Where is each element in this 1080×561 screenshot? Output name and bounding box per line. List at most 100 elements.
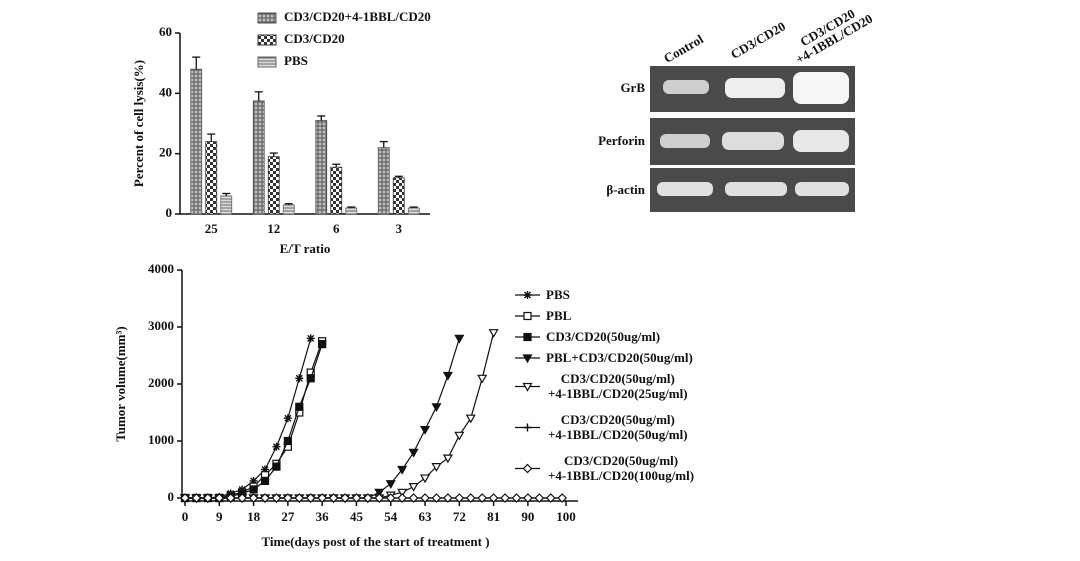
- x-tick-label: 100: [556, 509, 576, 524]
- marker: [374, 488, 385, 498]
- error-bar: [409, 206, 418, 208]
- marker: [271, 493, 282, 503]
- marker: [477, 374, 488, 384]
- y-axis-title: Percent of cell lysis(%): [131, 60, 146, 187]
- bar: [205, 141, 218, 215]
- legend-label: CD3/CD20(50ug/ml): [546, 329, 661, 344]
- marker: [283, 414, 292, 423]
- marker: [261, 465, 270, 474]
- marker: [454, 493, 465, 503]
- series-line: [185, 332, 495, 499]
- marker: [442, 371, 453, 381]
- marker: [523, 311, 532, 321]
- marker: [523, 332, 532, 342]
- marker: [272, 442, 281, 451]
- error-bar: [254, 91, 263, 101]
- marker: [419, 426, 431, 435]
- series-line: [185, 343, 323, 499]
- marker: [408, 483, 419, 492]
- marker: [511, 493, 522, 503]
- x-tick-label: 45: [350, 509, 364, 524]
- marker: [431, 463, 442, 472]
- x-tick-label: 72: [453, 509, 466, 524]
- marker: [454, 334, 465, 344]
- y-tick-label: 2000: [148, 375, 174, 390]
- bar: [392, 177, 405, 215]
- x-tick-label: 90: [521, 509, 534, 524]
- marker: [237, 493, 247, 503]
- marker: [385, 480, 396, 489]
- marker: [283, 493, 293, 503]
- blot-row-label: β-actin: [606, 182, 645, 197]
- error-bar: [347, 206, 356, 208]
- legend-label: CD3/CD20+4-1BBL/CD20: [284, 9, 431, 24]
- error-bar: [192, 56, 201, 70]
- marker: [295, 402, 304, 411]
- marker: [328, 493, 339, 503]
- marker: [523, 493, 533, 503]
- bar: [315, 120, 328, 215]
- marker: [385, 493, 396, 503]
- marker: [465, 493, 476, 503]
- y-tick-label: 4000: [148, 261, 174, 276]
- marker: [454, 431, 465, 441]
- marker: [477, 493, 488, 503]
- error-bar: [269, 152, 278, 157]
- x-tick-label: 54: [384, 509, 398, 524]
- legend-label: PBS: [546, 287, 570, 302]
- marker: [294, 493, 305, 503]
- y-tick-label: 40: [159, 84, 172, 99]
- error-bar: [284, 203, 293, 205]
- marker: [283, 436, 292, 446]
- error-bar: [317, 115, 326, 121]
- legend-swatch: [257, 34, 277, 46]
- marker: [306, 334, 315, 343]
- series-line: [185, 338, 312, 499]
- marker: [465, 414, 476, 424]
- marker: [317, 493, 328, 503]
- bar: [190, 68, 203, 215]
- x-tick-label: 6: [333, 221, 340, 236]
- marker: [522, 382, 533, 392]
- bar: [282, 204, 295, 215]
- legend-label: PBL: [546, 308, 572, 323]
- bar: [345, 207, 358, 215]
- x-tick-label: 81: [487, 509, 500, 524]
- marker: [214, 493, 225, 503]
- marker: [443, 493, 453, 503]
- error-bar: [379, 140, 388, 148]
- x-axis-title: Time(days post of the start of treatment…: [261, 534, 489, 549]
- marker: [431, 403, 442, 413]
- x-axis-title: E/T ratio: [280, 241, 331, 256]
- marker: [249, 485, 258, 494]
- x-tick-label: 12: [267, 221, 280, 236]
- marker: [488, 493, 499, 503]
- marker: [420, 493, 430, 503]
- error-bar: [222, 192, 231, 196]
- legend-label: CD3/CD20(50ug/ml) +4-1BBL/CD20(25ug/ml): [548, 371, 688, 401]
- marker: [203, 493, 213, 503]
- marker: [408, 493, 419, 503]
- marker: [363, 493, 373, 503]
- marker: [260, 476, 270, 485]
- x-tick-label: 63: [419, 509, 433, 524]
- x-tick-label: 3: [396, 221, 403, 236]
- bar: [377, 147, 390, 215]
- marker: [249, 476, 258, 485]
- marker: [295, 374, 304, 383]
- x-tick-label: 18: [247, 509, 261, 524]
- marker: [488, 329, 499, 338]
- y-axis-title: Tumor volume(mm³): [113, 326, 128, 441]
- marker: [442, 454, 453, 464]
- legend-label: CD3/CD20(50ug/ml) +4-1BBL/CD20(50ug/ml): [548, 412, 688, 442]
- bar: [252, 100, 265, 215]
- marker: [305, 493, 316, 503]
- x-tick-label: 36: [316, 509, 330, 524]
- y-tick-label: 3000: [148, 318, 174, 333]
- bar: [220, 195, 233, 215]
- legend-label: PBL+CD3/CD20(50ug/ml): [546, 350, 693, 365]
- marker: [397, 465, 408, 475]
- bar: [407, 207, 420, 215]
